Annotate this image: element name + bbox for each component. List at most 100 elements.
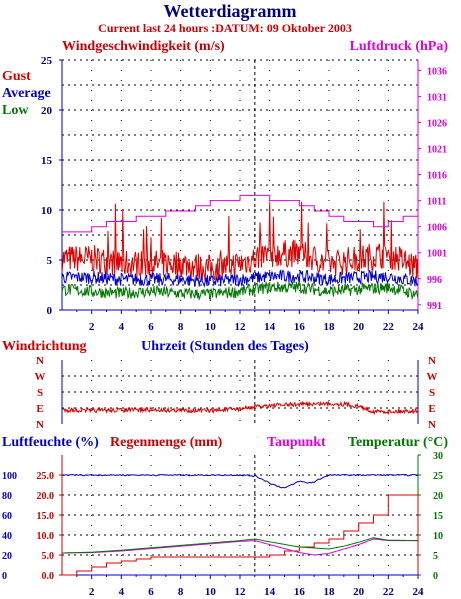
x-tick-label: 2	[89, 586, 95, 598]
humidity-tick-label: 40	[2, 531, 12, 542]
x-tick-label: 4	[119, 321, 125, 333]
x-tick-label: 20	[353, 586, 365, 598]
x-tick-label: 16	[294, 321, 306, 333]
humidity-tick-label: 60	[2, 511, 12, 522]
diagram-subtitle: Current last 24 hours :DATUM: 09 Oktober…	[98, 21, 352, 35]
wind-speed-axis-label: Windgeschwindigkeit (m/s)	[62, 39, 225, 54]
direction-label-right: W	[427, 371, 438, 383]
y-tick-label: 5	[47, 255, 53, 267]
direction-label-right: N	[428, 419, 436, 431]
temp-tick-label: 5	[433, 551, 438, 562]
y2-tick-label: 1036	[427, 66, 447, 77]
direction-label-right: N	[428, 355, 436, 367]
x-tick-label: 16	[294, 586, 306, 598]
y-tick-label: 10	[41, 205, 53, 217]
y-tick-label: 25	[41, 55, 53, 67]
x-tick-label: 4	[119, 586, 125, 598]
temp-tick-label: 30	[433, 451, 443, 462]
y2-tick-label: 1031	[427, 92, 447, 103]
direction-chart-axes: N NW WS SE EN N	[35, 355, 438, 431]
x-tick-label: 8	[178, 321, 184, 333]
x-tick-label: 2	[89, 321, 95, 333]
x-tick-label: 6	[148, 586, 154, 598]
y2-tick-label: 1001	[427, 249, 447, 260]
pressure-axis-label: Luftdruck (hPa)	[350, 39, 449, 54]
series-line-windrichtung	[62, 400, 419, 416]
y2-tick-label: 991	[427, 301, 442, 312]
direction-label-left: S	[37, 387, 43, 399]
rain-axis-label: Regenmenge (mm)	[110, 435, 223, 450]
humidity-tick-label: 80	[2, 491, 12, 502]
x-tick-label: 12	[235, 586, 247, 598]
x-tick-label: 12	[235, 321, 247, 333]
y2-tick-label: 1006	[427, 223, 447, 234]
y-tick-label: 0	[47, 305, 53, 317]
y-tick-label: 20	[41, 105, 53, 117]
series-line-temperatur	[62, 537, 418, 554]
direction-label-right: S	[429, 387, 435, 399]
humidity-tick-label: 20	[2, 551, 12, 562]
rain-tick-label: 25.0	[37, 471, 55, 482]
direction-label-left: N	[36, 355, 44, 367]
dewpoint-label: Taupunkt	[267, 435, 326, 450]
direction-chart-series	[62, 400, 419, 416]
series-line-taupunkt	[62, 538, 418, 556]
series-line-gust	[61, 201, 419, 281]
y2-tick-label: 1021	[427, 145, 447, 156]
series-line-low	[61, 280, 419, 301]
diagram-title: Wetterdiagramm	[164, 1, 297, 21]
rain-tick-label: 0.0	[42, 571, 55, 582]
y2-tick-label: 1016	[427, 171, 447, 182]
humidity-tick-label: 0	[2, 571, 7, 582]
x-tick-label: 6	[148, 321, 154, 333]
wind-chart-grid	[62, 59, 418, 310]
legend-low: Low	[2, 103, 29, 118]
humidity-axis-label: Luftfeuchte (%)	[2, 435, 99, 450]
series-line-luftdruck	[62, 194, 419, 233]
direction-chart-grid	[62, 360, 418, 424]
time-axis-label: Uhrzeit (Stunden des Tages)	[141, 339, 309, 354]
y-tick-label: 15	[41, 155, 53, 167]
x-tick-label: 24	[413, 321, 425, 333]
x-tick-label: 22	[383, 321, 395, 333]
direction-label-left: N	[36, 419, 44, 431]
legend-gust: Gust	[2, 69, 31, 84]
temp-tick-label: 20	[433, 491, 443, 502]
wind-direction-label: Windrichtung	[2, 339, 87, 354]
x-tick-label: 22	[383, 586, 395, 598]
direction-label-left: W	[35, 371, 46, 383]
rain-tick-label: 5.0	[42, 551, 55, 562]
temp-tick-label: 10	[433, 531, 443, 542]
wind-chart-axes: 0510152025991996100110061011101610211026…	[41, 55, 447, 333]
x-tick-label: 18	[324, 586, 336, 598]
humidity-tick-label: 100	[2, 471, 17, 482]
y2-tick-label: 1026	[427, 119, 447, 130]
direction-label-left: E	[36, 403, 43, 415]
direction-label-right: E	[428, 403, 435, 415]
rain-tick-label: 10.0	[37, 531, 55, 542]
rain-tick-label: 20.0	[37, 491, 55, 502]
series-line-average	[61, 269, 419, 288]
x-tick-label: 14	[264, 321, 276, 333]
temp-tick-label: 15	[433, 511, 443, 522]
series-line-luftfeuchte	[61, 473, 419, 489]
temp-tick-label: 25	[433, 471, 443, 482]
wind-chart-series	[61, 194, 419, 301]
x-tick-label: 24	[413, 586, 425, 598]
x-tick-label: 8	[178, 586, 184, 598]
x-tick-label: 14	[264, 586, 276, 598]
temp-tick-label: 0	[433, 571, 438, 582]
series-line-regenmenge	[62, 494, 419, 576]
x-tick-label: 18	[324, 321, 336, 333]
x-tick-label: 20	[353, 321, 365, 333]
y2-tick-label: 1011	[427, 197, 446, 208]
climate-chart-series	[61, 473, 419, 576]
rain-tick-label: 15.0	[37, 511, 55, 522]
climate-chart-axes: 0 20 40 60 80 100 0.0 5.0 10.0 15.0 20.0 25.0 0 5 10 15…	[2, 451, 443, 598]
x-tick-label: 10	[205, 321, 217, 333]
temperature-axis-label: Temperatur (°C)	[348, 435, 448, 450]
legend-average: Average	[2, 86, 51, 101]
x-tick-label: 10	[205, 586, 217, 598]
y2-tick-label: 996	[427, 275, 442, 286]
